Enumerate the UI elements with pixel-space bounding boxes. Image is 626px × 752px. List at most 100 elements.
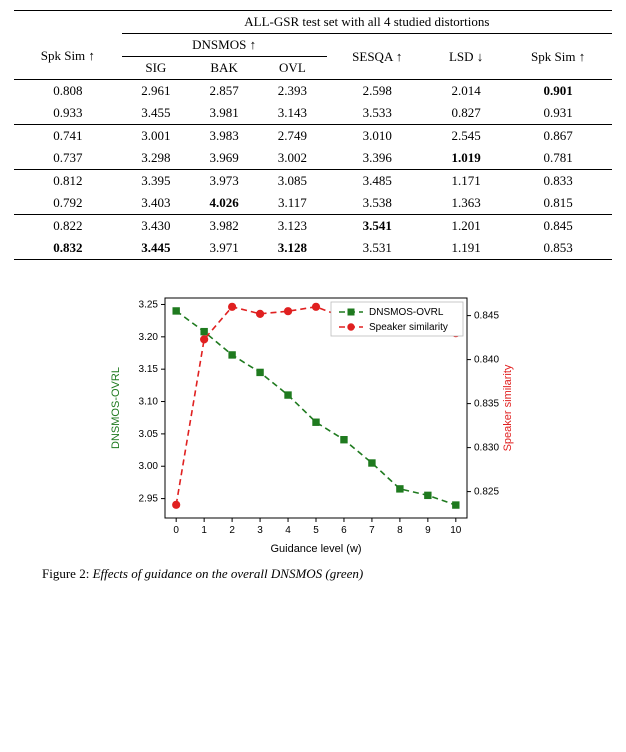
table-cell: 0.933 [14,102,122,125]
svg-text:7: 7 [369,525,375,536]
table-cell: 3.085 [258,170,326,193]
table-cell: 0.901 [504,80,612,103]
table-cell: 3.982 [190,215,258,238]
svg-text:0: 0 [173,525,179,536]
table-cell: 2.749 [258,125,326,148]
svg-text:1: 1 [201,525,207,536]
table-cell: 0.867 [504,125,612,148]
hdr-lsd: LSD ↓ [428,34,504,80]
hdr-ovl: OVL [258,57,326,80]
results-table: ALL-GSR test set with all 4 studied dist… [14,10,612,260]
svg-text:Speaker similarity: Speaker similarity [502,364,514,451]
table-cell: 1.019 [428,147,504,170]
table-cell: 0.845 [504,215,612,238]
figure-caption: Figure 2: Effects of guidance on the ove… [42,566,612,582]
table-cell: 1.191 [428,237,504,260]
super-header: ALL-GSR test set with all 4 studied dist… [122,11,612,34]
table-cell: 0.781 [504,147,612,170]
caption-prefix: Figure 2: [42,566,89,581]
table-cell: 3.971 [190,237,258,260]
svg-text:3.00: 3.00 [139,461,159,472]
table-cell: 2.393 [258,80,326,103]
table-cell: 3.531 [327,237,428,260]
svg-text:0.840: 0.840 [474,355,499,366]
table-cell: 3.485 [327,170,428,193]
hdr-spksim-left-blank [14,11,122,34]
svg-text:3: 3 [257,525,263,536]
hdr-bak: BAK [190,57,258,80]
table-cell: 3.541 [327,215,428,238]
table-cell: 1.171 [428,170,504,193]
svg-text:DNSMOS-OVRL: DNSMOS-OVRL [110,367,122,449]
table-cell: 0.741 [14,125,122,148]
svg-text:3.10: 3.10 [139,397,159,408]
svg-text:3.20: 3.20 [139,332,159,343]
table-cell: 0.808 [14,80,122,103]
svg-text:Guidance level (w): Guidance level (w) [270,543,361,555]
guidance-chart: 0 1 2 3 4 5 6 7 8 9 10 Guidance level (w) 2.95 3.00 3.… [103,280,523,560]
table-cell: 0.737 [14,147,122,170]
table-cell: 3.123 [258,215,326,238]
table-cell: 0.833 [504,170,612,193]
table-cell: 2.545 [428,125,504,148]
table-cell: 3.455 [122,102,190,125]
svg-text:3.05: 3.05 [139,429,159,440]
table-cell: 3.981 [190,102,258,125]
table-cell: 3.396 [327,147,428,170]
table-cell: 2.857 [190,80,258,103]
svg-text:3.15: 3.15 [139,364,159,375]
svg-text:9: 9 [425,525,431,536]
table-cell: 3.001 [122,125,190,148]
table-cell: 3.430 [122,215,190,238]
table-cell: 3.973 [190,170,258,193]
table-cell: 0.812 [14,170,122,193]
table-cell: 3.983 [190,125,258,148]
table-cell: 1.201 [428,215,504,238]
svg-text:10: 10 [450,525,462,536]
svg-text:4: 4 [285,525,291,536]
table-cell: 0.827 [428,102,504,125]
caption-text: Effects of guidance on the overall DNSMO… [93,566,364,581]
table-cell: 0.931 [504,102,612,125]
svg-text:DNSMOS-OVRL: DNSMOS-OVRL [369,307,444,318]
svg-text:2: 2 [229,525,235,536]
table-cell: 2.014 [428,80,504,103]
table-cell: 3.445 [122,237,190,260]
table-cell: 3.143 [258,102,326,125]
hdr-spksim-left: Spk Sim ↑ [14,34,122,80]
table-cell: 3.010 [327,125,428,148]
table-cell: 4.026 [190,192,258,215]
table-cell: 3.395 [122,170,190,193]
table-cell: 3.002 [258,147,326,170]
table-cell: 0.822 [14,215,122,238]
table-cell: 3.969 [190,147,258,170]
svg-text:8: 8 [397,525,403,536]
table-cell: 2.598 [327,80,428,103]
table-cell: 3.533 [327,102,428,125]
hdr-spksim2: Spk Sim ↑ [504,34,612,80]
table-cell: 0.832 [14,237,122,260]
table-cell: 0.815 [504,192,612,215]
table-cell: 0.792 [14,192,122,215]
svg-text:6: 6 [341,525,347,536]
table-cell: 3.117 [258,192,326,215]
table-cell: 3.538 [327,192,428,215]
table-cell: 3.403 [122,192,190,215]
svg-text:0.830: 0.830 [474,443,499,454]
table-cell: 2.961 [122,80,190,103]
svg-text:3.25: 3.25 [139,299,159,310]
svg-text:5: 5 [313,525,319,536]
svg-text:0.825: 0.825 [474,487,499,498]
hdr-sig: SIG [122,57,190,80]
hdr-dnsmos: DNSMOS ↑ [122,34,327,57]
chart-svg: 0 1 2 3 4 5 6 7 8 9 10 Guidance level (w) 2.95 3.00 3.… [103,280,523,560]
table-cell: 3.128 [258,237,326,260]
table-cell: 0.853 [504,237,612,260]
svg-text:Speaker similarity: Speaker similarity [369,322,448,333]
hdr-sesqa: SESQA ↑ [327,34,428,80]
table-cell: 1.363 [428,192,504,215]
svg-text:0.835: 0.835 [474,399,499,410]
svg-text:0.845: 0.845 [474,311,499,322]
svg-text:2.95: 2.95 [139,494,159,505]
table-cell: 3.298 [122,147,190,170]
